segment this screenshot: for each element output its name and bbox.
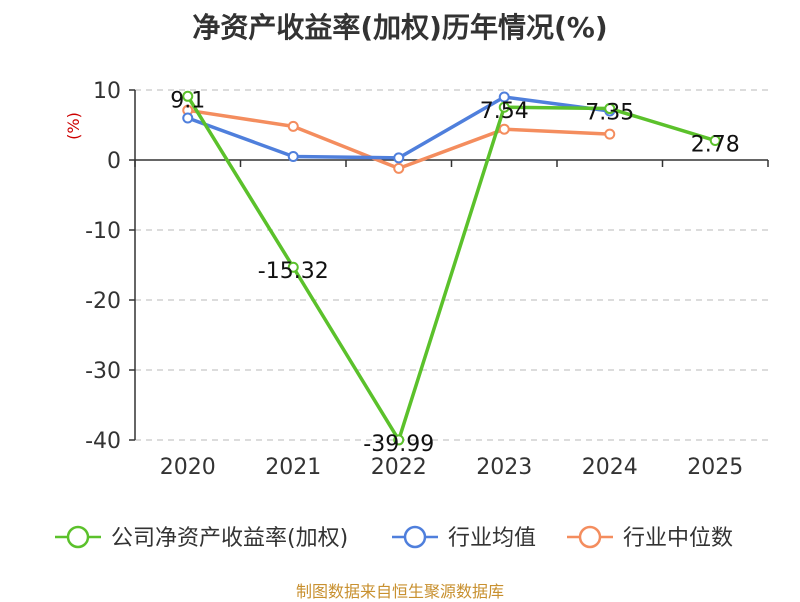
chart-title: 净资产收益率(加权)历年情况(%) (192, 11, 608, 44)
y-tick-label: -40 (85, 429, 121, 454)
y-axis-unit-label: (%) (64, 112, 83, 140)
data-label: 7.54 (480, 99, 529, 124)
x-tick-label: 2022 (371, 455, 427, 480)
data-point (287, 261, 299, 273)
y-tick-label: -30 (85, 359, 121, 384)
data-point (182, 90, 194, 102)
data-label: 2.78 (691, 133, 740, 158)
x-tick-label: 2023 (476, 455, 532, 480)
legend-swatch-marker (403, 525, 427, 549)
data-point (182, 112, 194, 124)
y-tick-label: 0 (107, 149, 121, 174)
data-point (604, 103, 616, 115)
x-tick-label: 2020 (160, 455, 216, 480)
data-point (393, 162, 405, 174)
data-label: -39.99 (363, 432, 434, 457)
y-tick-label: -10 (85, 219, 121, 244)
legend-label: 行业均值 (448, 526, 536, 551)
data-point (604, 128, 616, 140)
x-tick-label: 2024 (582, 455, 638, 480)
data-point (393, 152, 405, 164)
y-tick-label: -20 (85, 289, 121, 314)
data-source-note: 制图数据来自恒生聚源数据库 (295, 582, 504, 601)
x-tick-label: 2025 (687, 455, 743, 480)
data-point (498, 101, 510, 113)
legend-swatch-marker (66, 525, 90, 549)
data-point (287, 151, 299, 162)
data-point (709, 135, 721, 147)
legend-swatch-marker (578, 525, 602, 549)
series-line-0 (186, 94, 717, 442)
data-point (498, 91, 510, 103)
legend-label: 公司净资产收益率(加权) (111, 526, 348, 551)
data-label: 9.1 (170, 88, 205, 113)
data-label: -15.32 (258, 259, 329, 284)
legend-label: 行业中位数 (623, 526, 733, 551)
y-tick-label: 10 (93, 79, 121, 104)
data-point (393, 434, 405, 446)
x-tick-label: 2021 (265, 455, 321, 480)
data-point (498, 123, 510, 135)
data-point (287, 120, 299, 132)
data-label: 7.35 (585, 101, 634, 126)
